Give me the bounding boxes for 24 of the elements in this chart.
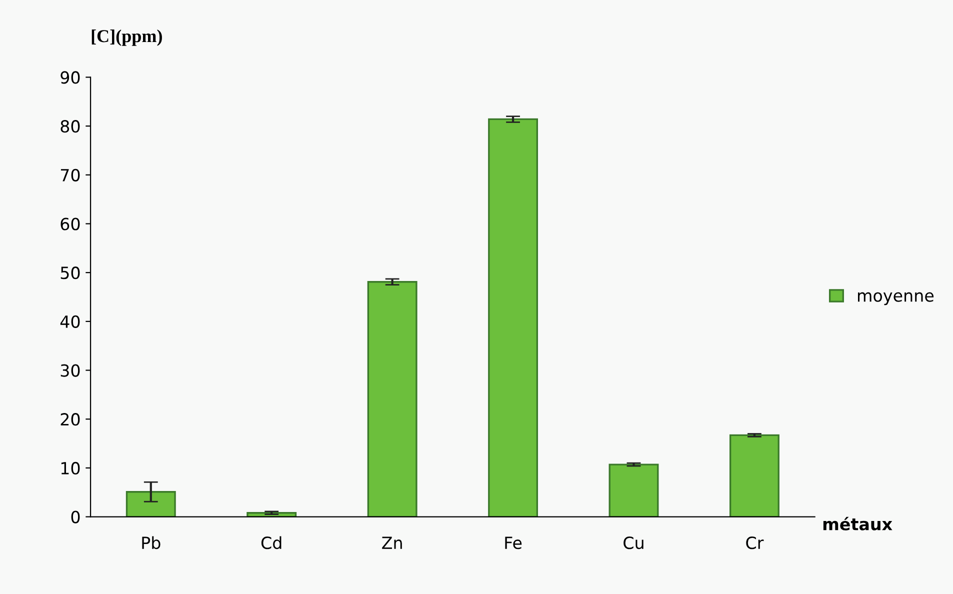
x-tick-label: Cd xyxy=(261,536,282,550)
x-tick-label: Cu xyxy=(624,536,644,550)
x-tick-label: Zn xyxy=(382,536,402,549)
bar xyxy=(488,118,538,517)
y-tick-label: 70 xyxy=(60,168,80,182)
y-tick-label: 60 xyxy=(60,218,80,230)
y-tick-label: 0 xyxy=(71,510,80,524)
y-tick-label: 30 xyxy=(60,364,80,377)
x-tick-label: Cr xyxy=(746,536,764,550)
y-tick-label: 80 xyxy=(60,120,80,133)
x-axis-title: métaux xyxy=(823,516,892,530)
bar xyxy=(608,464,659,517)
bar xyxy=(729,434,780,517)
y-tick-label: 10 xyxy=(61,462,80,475)
y-axis-title: [C](ppm) xyxy=(92,30,162,46)
y-tick-label: 50 xyxy=(60,266,80,280)
y-tick-label: 20 xyxy=(60,413,80,426)
x-tick-label: Pb xyxy=(142,536,160,550)
y-tick-label: 90 xyxy=(60,71,80,84)
y-tick-label: 40 xyxy=(60,315,80,328)
legend-label: moyenne xyxy=(858,292,934,306)
bar xyxy=(126,491,176,517)
x-tick-label: Fe xyxy=(505,536,522,550)
bar xyxy=(367,281,418,517)
